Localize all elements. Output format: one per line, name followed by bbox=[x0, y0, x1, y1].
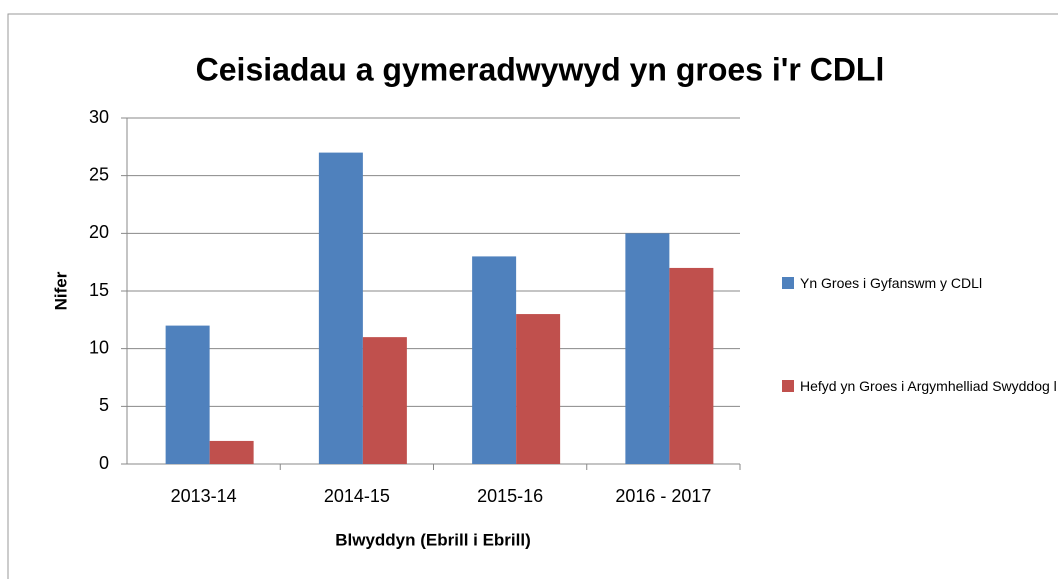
bar bbox=[318, 152, 363, 464]
y-tick-label: 5 bbox=[99, 395, 109, 415]
bar bbox=[209, 440, 254, 464]
bar bbox=[472, 256, 517, 464]
y-tick-label: 15 bbox=[89, 280, 109, 300]
bar bbox=[625, 233, 670, 464]
y-axis-label: Nifer bbox=[51, 271, 70, 310]
legend-label: Yn Groes i Gyfanswm y CDLl bbox=[800, 275, 983, 291]
y-tick-label: 25 bbox=[89, 164, 109, 184]
x-tick-label: 2014-15 bbox=[324, 486, 390, 506]
chart-title: Ceisiadau a gymeradwywyd yn groes i'r CD… bbox=[196, 51, 885, 87]
x-axis-label: Blwyddyn (Ebrill i Ebrill) bbox=[335, 530, 531, 549]
y-tick-label: 30 bbox=[89, 107, 109, 127]
bar bbox=[165, 325, 210, 464]
chart-frame bbox=[7, 13, 1058, 579]
x-tick-label: 2015-16 bbox=[477, 486, 543, 506]
x-tick-label: 2013-14 bbox=[171, 486, 237, 506]
legend-label: Hefyd yn Groes i Argymhelliad Swyddog l bbox=[800, 378, 1057, 394]
y-tick-label: 0 bbox=[99, 453, 109, 473]
x-tick-label: 2016 - 2017 bbox=[615, 486, 711, 506]
bar bbox=[669, 267, 714, 464]
bar bbox=[362, 337, 407, 464]
y-tick-label: 20 bbox=[89, 222, 109, 242]
legend-swatch bbox=[782, 380, 794, 392]
legend-swatch bbox=[782, 277, 794, 289]
y-tick-label: 10 bbox=[89, 337, 109, 357]
bar bbox=[516, 314, 561, 464]
